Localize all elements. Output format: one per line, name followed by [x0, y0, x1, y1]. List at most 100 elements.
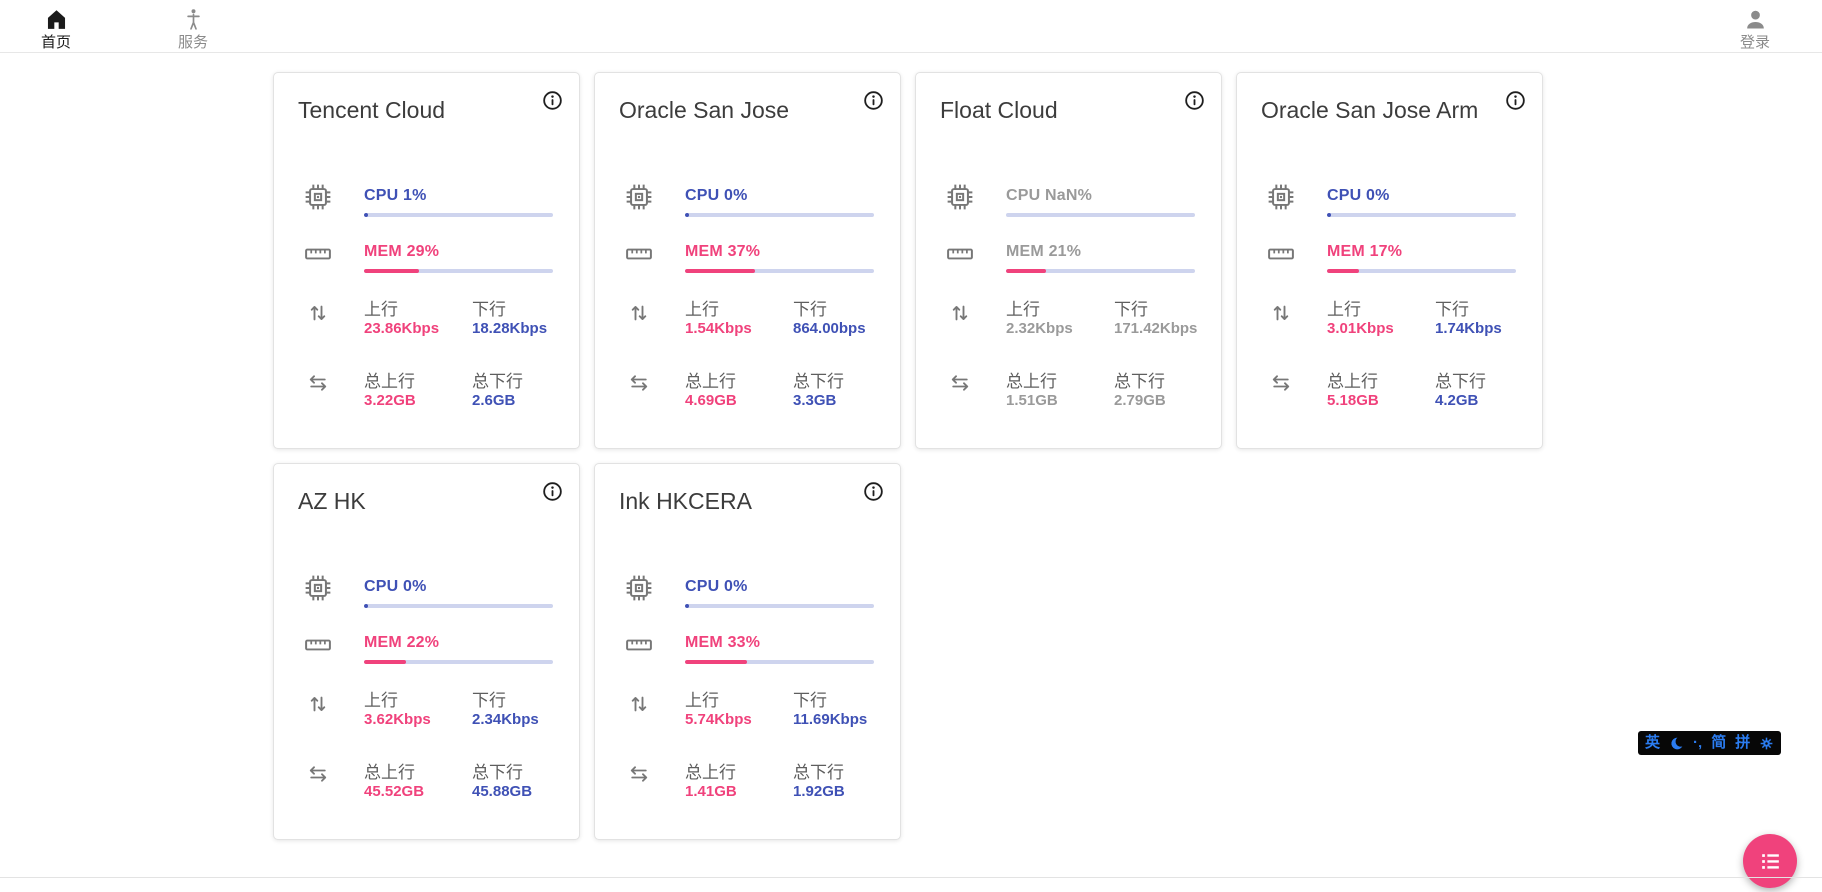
- server-card-grid: Tencent Cloud CPU 1% MEM 29% 上行 下行 23.86…: [273, 72, 1549, 840]
- cpu-progress-fill: [364, 213, 368, 217]
- download-label: 下行: [793, 691, 827, 710]
- swap-arrows-icon: [304, 369, 332, 397]
- cpu-usage-text: CPU 1%: [364, 187, 427, 204]
- server-name: AZ HK: [298, 488, 366, 514]
- ime-punctuation-mode[interactable]: ·‚: [1693, 734, 1703, 751]
- nav-item-service[interactable]: 服务: [161, 7, 225, 50]
- server-card-float-cloud: Float Cloud CPU NaN% MEM 21% 上行 下行 2.32K…: [915, 72, 1222, 449]
- total-upload-label: 总上行: [364, 372, 415, 391]
- ime-status-bar: 英 ·‚ 简 拼: [1638, 731, 1782, 755]
- list-icon: [1758, 849, 1783, 874]
- updown-arrows-icon: [625, 690, 653, 718]
- mem-progress-fill: [1327, 269, 1360, 273]
- nav-login-label: 登录: [1739, 34, 1770, 51]
- ime-pinyin-mode[interactable]: 拼: [1735, 734, 1751, 751]
- info-icon[interactable]: [1500, 85, 1530, 115]
- cpu-chip-icon: [625, 574, 653, 602]
- cpu-progress-bar: [364, 604, 553, 608]
- total-upload-value: 1.41GB: [685, 783, 737, 800]
- cpu-usage-text: CPU 0%: [364, 578, 427, 595]
- mem-ruler-icon: [304, 240, 332, 268]
- cpu-chip-icon: [1267, 183, 1295, 211]
- upload-label: 上行: [1327, 300, 1361, 319]
- mem-progress-fill: [685, 269, 755, 273]
- login-person-icon: [1743, 7, 1768, 32]
- server-card-tencent-cloud: Tencent Cloud CPU 1% MEM 29% 上行 下行 23.86…: [273, 72, 580, 449]
- total-download-label: 总下行: [1114, 372, 1165, 391]
- info-icon[interactable]: [537, 476, 567, 506]
- mem-ruler-icon: [946, 240, 974, 268]
- ime-english-mode[interactable]: 英: [1645, 734, 1661, 751]
- total-download-value: 2.6GB: [472, 392, 516, 409]
- total-upload-label: 总上行: [1006, 372, 1057, 391]
- total-upload-value: 5.18GB: [1327, 392, 1379, 409]
- cpu-progress-bar: [1006, 213, 1195, 217]
- nav-service-label: 服务: [177, 34, 208, 51]
- mem-progress-bar: [685, 269, 874, 273]
- home-icon: [44, 7, 69, 32]
- download-speed: 171.42Kbps: [1114, 320, 1198, 337]
- mem-ruler-icon: [304, 631, 332, 659]
- upload-label: 上行: [1006, 300, 1040, 319]
- total-download-value: 45.88GB: [472, 783, 533, 800]
- top-nav: 首页 服务 登录: [0, 0, 1822, 53]
- total-download-label: 总下行: [472, 372, 523, 391]
- download-speed: 11.69Kbps: [793, 711, 868, 728]
- cpu-progress-bar: [685, 604, 874, 608]
- cpu-progress-bar: [1327, 213, 1516, 217]
- mem-ruler-icon: [625, 240, 653, 268]
- download-label: 下行: [472, 300, 506, 319]
- info-icon[interactable]: [537, 85, 567, 115]
- total-upload-value: 3.22GB: [364, 392, 416, 409]
- nav-item-home[interactable]: 首页: [24, 7, 88, 50]
- total-download-value: 4.2GB: [1435, 392, 1479, 409]
- total-upload-label: 总上行: [364, 763, 415, 782]
- mem-usage-text: MEM 22%: [364, 634, 440, 651]
- moon-icon[interactable]: [1669, 736, 1684, 751]
- cpu-progress-fill: [1327, 213, 1331, 217]
- mem-progress-bar: [685, 660, 874, 664]
- cpu-usage-text: CPU 0%: [685, 578, 748, 595]
- upload-speed: 2.32Kbps: [1006, 320, 1073, 337]
- mem-progress-fill: [685, 660, 748, 664]
- cpu-progress-bar: [685, 213, 874, 217]
- total-download-label: 总下行: [472, 763, 523, 782]
- mem-usage-text: MEM 21%: [1006, 243, 1082, 260]
- mem-progress-bar: [1006, 269, 1195, 273]
- mem-progress-fill: [1006, 269, 1046, 273]
- updown-arrows-icon: [304, 690, 332, 718]
- download-speed: 18.28Kbps: [472, 320, 548, 337]
- ime-simplified-mode[interactable]: 简: [1711, 734, 1727, 751]
- total-upload-label: 总上行: [685, 372, 736, 391]
- cpu-chip-icon: [625, 183, 653, 211]
- updown-arrows-icon: [946, 299, 974, 327]
- cpu-progress-fill: [685, 604, 689, 608]
- total-download-value: 1.92GB: [793, 783, 845, 800]
- mem-usage-text: MEM 37%: [685, 243, 761, 260]
- server-name: Oracle San Jose Arm: [1261, 97, 1479, 123]
- swap-arrows-icon: [946, 369, 974, 397]
- service-person-icon: [181, 7, 206, 32]
- server-list-fab[interactable]: [1743, 834, 1797, 888]
- total-upload-value: 1.51GB: [1006, 392, 1058, 409]
- mem-usage-text: MEM 33%: [685, 634, 761, 651]
- swap-arrows-icon: [304, 760, 332, 788]
- info-icon[interactable]: [1179, 85, 1209, 115]
- total-download-value: 2.79GB: [1114, 392, 1166, 409]
- nav-home-label: 首页: [40, 34, 71, 51]
- download-speed: 1.74Kbps: [1435, 320, 1502, 337]
- info-icon[interactable]: [858, 476, 888, 506]
- mem-progress-bar: [364, 269, 553, 273]
- upload-label: 上行: [685, 691, 719, 710]
- total-download-label: 总下行: [793, 763, 844, 782]
- mem-ruler-icon: [625, 631, 653, 659]
- info-icon[interactable]: [858, 85, 888, 115]
- cpu-usage-text: CPU 0%: [685, 187, 748, 204]
- mem-ruler-icon: [1267, 240, 1295, 268]
- upload-speed: 3.62Kbps: [364, 711, 431, 728]
- cpu-chip-icon: [304, 183, 332, 211]
- updown-arrows-icon: [625, 299, 653, 327]
- gear-icon[interactable]: [1759, 736, 1774, 751]
- total-upload-value: 45.52GB: [364, 783, 425, 800]
- nav-item-login[interactable]: 登录: [1723, 7, 1787, 50]
